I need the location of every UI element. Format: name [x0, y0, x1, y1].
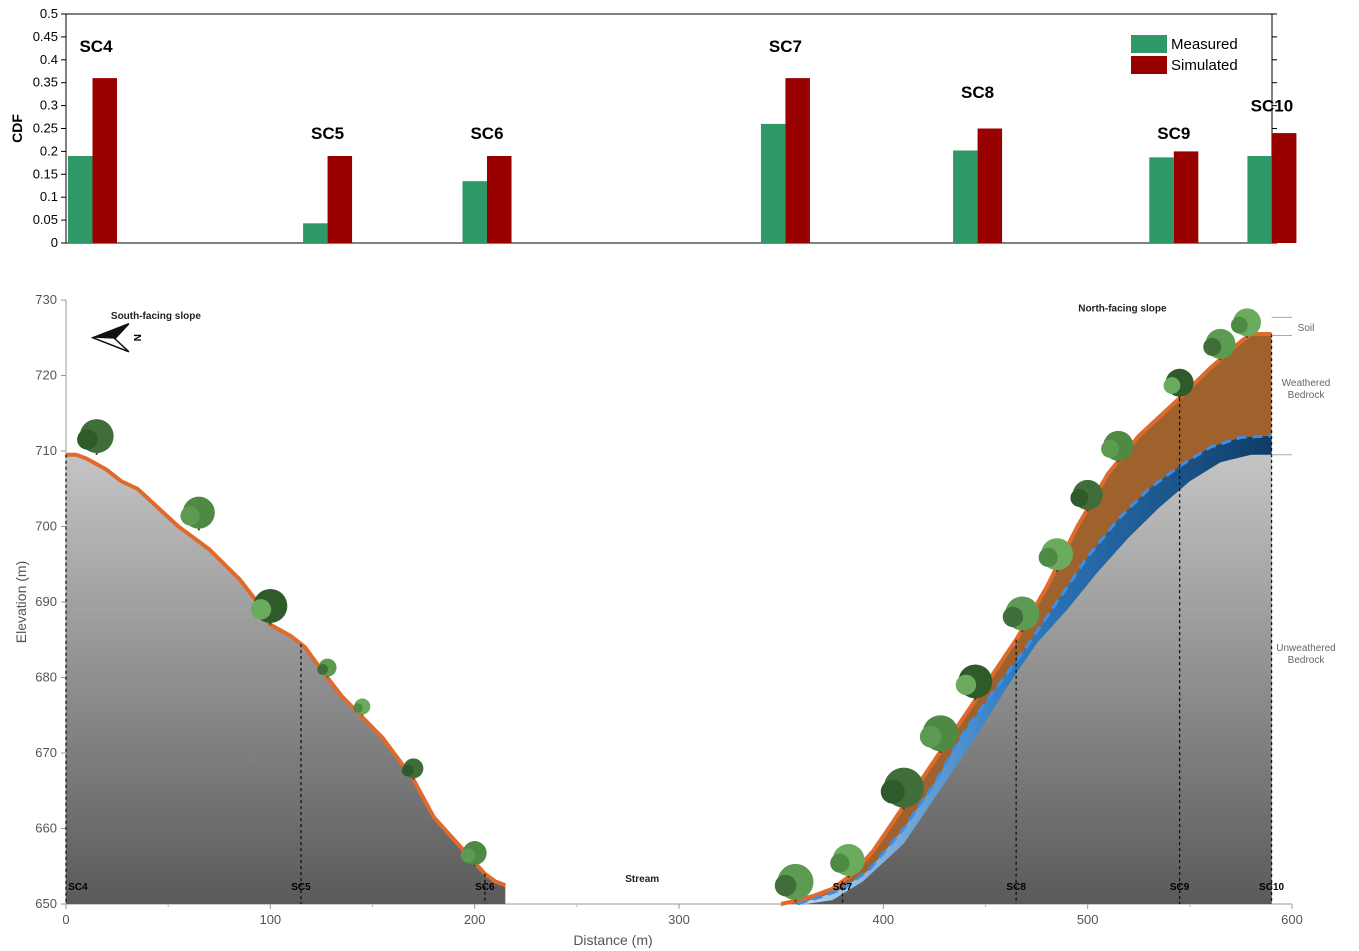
tree-icon — [77, 429, 98, 450]
north-slope-soil-line — [780, 332, 1272, 906]
y-tick-label: 0 — [51, 235, 58, 250]
site-marker-sc8: SC8 — [1006, 882, 1026, 893]
x-tick-label: 300 — [668, 912, 690, 927]
north-slope-unweathered-bedrock — [805, 454, 1272, 904]
tree-icon — [317, 664, 328, 675]
y-tick-label: 720 — [35, 368, 57, 383]
y-tick-label: 0.35 — [33, 75, 58, 90]
site-marker-sc6: SC6 — [475, 882, 495, 893]
bar-measured-sc4 — [68, 155, 93, 243]
tree-icon — [774, 874, 797, 897]
site-marker-sc9: SC9 — [1170, 882, 1190, 893]
legend-label-measured: Measured — [1171, 36, 1238, 53]
south-slope-bedrock — [66, 454, 506, 904]
y-tick-label: 680 — [35, 670, 57, 685]
cdf-bar-chart: 0 0.05 0.1 0.15 0.2 0.25 0.3 0.35 0.4 0.45 0.5 CDF S… — [9, 6, 1297, 250]
tree-icon — [830, 853, 850, 873]
layer-label-weathered: Bedrock — [1288, 390, 1326, 401]
y-tick-label: 650 — [35, 896, 57, 911]
y-tick-label: 0.4 — [40, 52, 58, 67]
bar-simulated-sc8 — [977, 128, 1003, 243]
site-marker-sc5: SC5 — [291, 882, 311, 893]
legend-swatch-simulated — [1131, 56, 1167, 74]
site-label-sc10: SC10 — [1251, 97, 1294, 116]
legend-swatch-measured — [1131, 35, 1167, 53]
tree-icon — [1163, 377, 1181, 394]
layer-label-unweathered: Bedrock — [1288, 655, 1326, 666]
bar-measured-sc10 — [1247, 155, 1272, 243]
y-tick-label: 0.45 — [33, 29, 58, 44]
water-table-line — [797, 434, 1272, 906]
site-label-sc5: SC5 — [311, 124, 344, 143]
site-marker-sc4: SC4 — [68, 882, 88, 893]
x-axis-title: Distance (m) — [573, 932, 652, 948]
north-slope-label: North-facing slope — [1078, 304, 1167, 315]
y-tick-label: 0.1 — [40, 189, 58, 204]
tree-icon — [353, 703, 363, 713]
x-tick-label: 200 — [464, 912, 486, 927]
site-label-sc7: SC7 — [769, 37, 802, 56]
tree-icon — [401, 764, 414, 777]
site-label-sc6: SC6 — [470, 124, 503, 143]
compass-arrow-fill — [92, 323, 129, 339]
elevation-profile-chart: 650 660 670 680 690 700 710 720 730 0 100 200 300 400… — [13, 292, 1336, 948]
layer-label-unweathered: Unweathered — [1276, 643, 1335, 654]
plot-frame — [65, 13, 1273, 244]
site-marker-sc7: SC7 — [833, 882, 853, 893]
bar-measured-sc6 — [462, 181, 488, 243]
site-label-sc9: SC9 — [1157, 124, 1190, 143]
stream-label: Stream — [625, 874, 659, 885]
y-axis-title: Elevation (m) — [13, 561, 29, 643]
bar-measured-sc7 — [760, 123, 786, 243]
tree-icon — [1070, 488, 1089, 507]
bar-simulated-sc5 — [327, 155, 353, 243]
x-tick-label: 0 — [62, 912, 69, 927]
site-marker-sc10: SC10 — [1259, 882, 1284, 893]
y-tick-label: 0.3 — [40, 98, 58, 113]
bar-measured-sc5 — [303, 223, 328, 243]
tree-icon — [180, 506, 200, 526]
bar-measured-sc9 — [1149, 157, 1174, 243]
bar-simulated-sc10 — [1271, 133, 1297, 243]
x-tick-label: 600 — [1281, 912, 1303, 927]
layer-label-soil: Soil — [1298, 323, 1315, 334]
legend-label-simulated: Simulated — [1171, 57, 1238, 74]
y-tick-label: 0.05 — [33, 212, 58, 227]
y-tick-label: 710 — [35, 443, 57, 458]
y-tick-label: 730 — [35, 292, 57, 307]
south-slope-label: South-facing slope — [111, 311, 201, 322]
tree-icon — [880, 779, 905, 804]
bar-simulated-sc6 — [487, 155, 512, 243]
tree-icon — [919, 726, 942, 748]
x-tick-label: 400 — [872, 912, 894, 927]
tree-icon — [1203, 337, 1222, 356]
x-tick-label: 100 — [259, 912, 281, 927]
tree-icon — [460, 848, 476, 863]
x-tick-label: 500 — [1077, 912, 1099, 927]
y-tick-label: 0.2 — [40, 143, 58, 158]
y-tick-label: 0.5 — [40, 6, 58, 21]
bar-simulated-sc9 — [1173, 151, 1199, 243]
layer-label-weathered: Weathered — [1282, 378, 1331, 389]
tree-icon — [1230, 316, 1248, 334]
bar-simulated-sc7 — [785, 78, 810, 244]
y-tick-label: 660 — [35, 821, 57, 836]
site-label-sc4: SC4 — [79, 37, 113, 56]
y-tick-label: 0.15 — [33, 166, 58, 181]
compass-north-label: N — [131, 334, 142, 341]
bar-simulated-sc4 — [92, 78, 117, 244]
tree-icon — [955, 674, 977, 696]
tree-icon — [1002, 606, 1024, 628]
y-axis-title: CDF — [9, 114, 25, 143]
site-label-sc8: SC8 — [961, 83, 994, 102]
tree-icon — [1101, 439, 1120, 458]
y-tick-label: 690 — [35, 594, 57, 609]
y-tick-label: 700 — [35, 519, 57, 534]
tree-icon — [250, 599, 272, 620]
y-tick-label: 670 — [35, 745, 57, 760]
bar-measured-sc8 — [953, 150, 978, 243]
y-tick-label: 0.25 — [33, 121, 58, 136]
tree-icon — [1038, 547, 1058, 567]
